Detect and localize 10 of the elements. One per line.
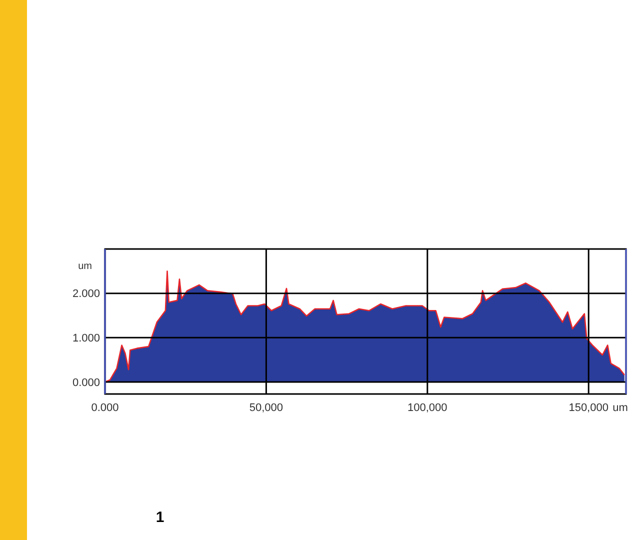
text: 1	[156, 509, 164, 526]
x-tick-label: 50,000	[249, 402, 284, 414]
y-tick-label: 0.000	[72, 376, 100, 389]
x-tick-label: 0.000	[91, 402, 119, 414]
y-tick-label: 2.000	[72, 288, 100, 300]
y-tick-label: 1.000	[72, 332, 100, 345]
y-axis-title: um	[78, 261, 92, 272]
x-axis-title: um	[612, 402, 628, 414]
x-tick-label: 150,000	[568, 402, 608, 414]
x-tick-label: 100,000	[408, 402, 448, 414]
